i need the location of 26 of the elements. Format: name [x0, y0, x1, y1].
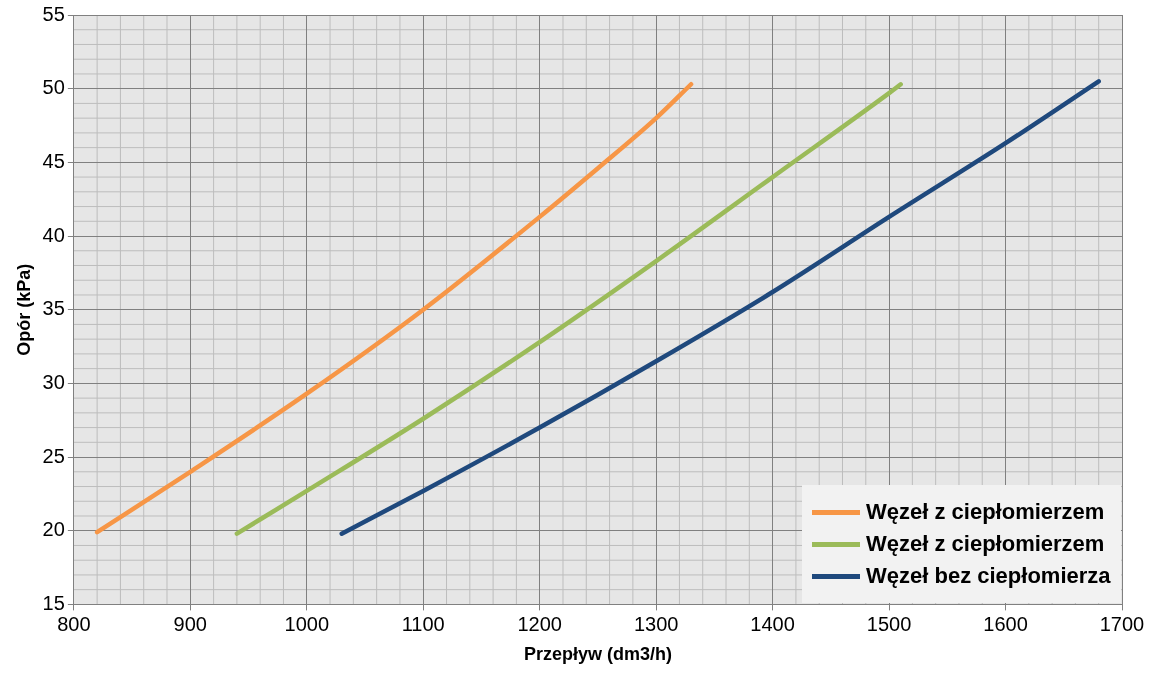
- y-tick-label: 15: [42, 591, 65, 614]
- line-series: [94, 82, 694, 535]
- x-tick-label: 1700: [1099, 612, 1145, 635]
- y-tick-label: 25: [42, 444, 65, 467]
- y-axis-title: Opór (kPa): [13, 263, 34, 356]
- x-tick-label: 1300: [633, 612, 679, 635]
- legend-label: Węzeł bez ciepłomierza: [866, 563, 1111, 590]
- legend-label: Węzeł z ciepłomierzem: [866, 531, 1105, 558]
- y-tick-label: 50: [42, 76, 65, 99]
- x-tick-label: 1400: [750, 612, 795, 635]
- x-tick-label: 1100: [401, 612, 445, 635]
- y-tick-label: 45: [42, 149, 65, 172]
- y-tick-label: 35: [42, 297, 65, 320]
- x-tick-label: 900: [173, 612, 207, 635]
- x-tick-label: 1500: [866, 612, 912, 635]
- legend-label: Węzeł z ciepłomierzem: [866, 499, 1105, 526]
- x-tick-label: 1200: [517, 612, 562, 635]
- y-tick-label: 20: [42, 518, 65, 541]
- y-tick-label: 55: [42, 2, 65, 25]
- x-tick-label: 1600: [983, 612, 1028, 635]
- y-tick-label: 40: [42, 223, 65, 246]
- x-tick-label: 1000: [284, 612, 330, 635]
- y-tick-label: 30: [42, 370, 65, 393]
- x-tick-label: 800: [57, 612, 91, 635]
- line-series: [339, 79, 1101, 536]
- x-axis-title: Przepływ (dm3/h): [523, 644, 672, 665]
